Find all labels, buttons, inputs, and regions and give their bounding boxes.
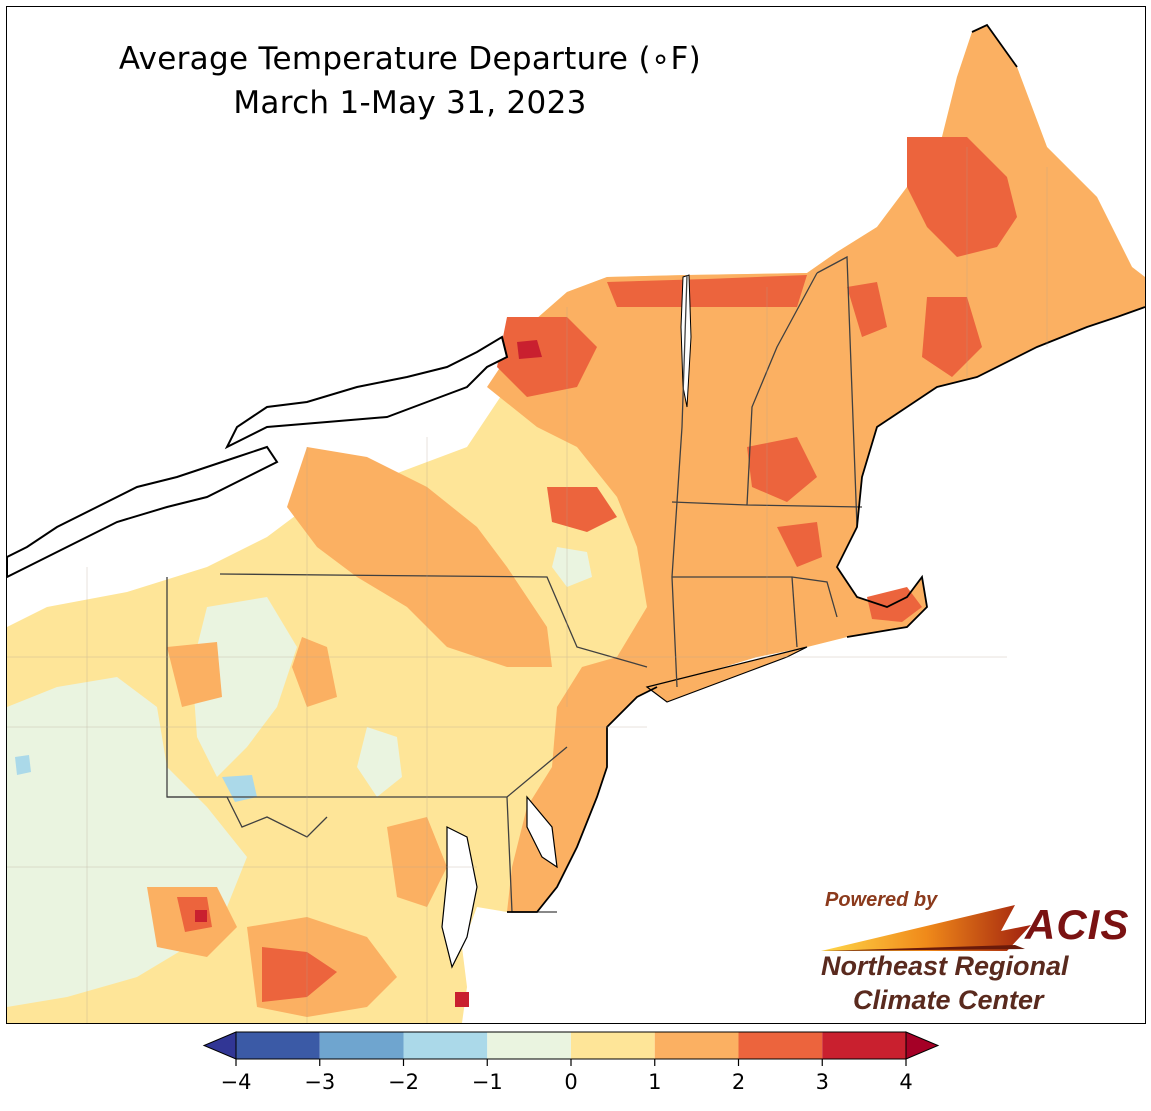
anomaly-zone-neg1-0	[552, 547, 592, 587]
anomaly-zone-1-2	[287, 447, 552, 667]
delaware-bay	[526, 795, 558, 869]
lake-erie	[7, 445, 279, 579]
county-lines	[7, 147, 1048, 1023]
anomaly-zone-2-3	[907, 137, 1017, 257]
legend-bin-5	[654, 1032, 739, 1059]
legend-bin-0	[236, 1032, 320, 1059]
legend-tick-label-7: 3	[816, 1070, 829, 1094]
anomaly-zone-neg1-0	[357, 727, 402, 797]
legend-bin-4	[571, 1032, 655, 1059]
legend-tick-label-5: 1	[648, 1070, 661, 1094]
legend-tick-label-8: 4	[899, 1070, 912, 1094]
anomaly-zone-neg1-0	[192, 597, 297, 777]
org-name-line2: Climate Center	[853, 985, 1044, 1015]
map-subtitle-date-range: March 1-May 31, 2023	[233, 85, 587, 121]
anomaly-zone-3-4	[195, 910, 207, 922]
anomaly-zone-3-4	[517, 340, 542, 359]
chesapeake-bay	[441, 826, 478, 969]
legend-tick-label-1: −3	[304, 1070, 335, 1094]
legend-bin-1	[319, 1032, 404, 1059]
legend-bin-6	[738, 1032, 823, 1059]
legend-tick-label-4: 0	[564, 1070, 577, 1094]
state-borders	[166, 255, 863, 913]
powered-by-label: Powered by	[825, 889, 938, 911]
temperature-departure-map	[7, 23, 1145, 1023]
anomaly-zone-2-3	[747, 437, 817, 502]
legend-bin-7	[822, 1032, 906, 1059]
anomaly-zone-2-3	[777, 522, 822, 567]
anomaly-zone-2-3	[607, 275, 807, 307]
anomaly-zone-2-3	[847, 282, 887, 337]
anomaly-zone-2-3	[547, 487, 617, 532]
legend-under-arrow	[202, 1031, 237, 1060]
anomaly-zone-3-4	[455, 992, 469, 1007]
anomaly-zone-1-2	[292, 637, 337, 707]
map-frame: Average Temperature Departure (∘F) March…	[6, 6, 1146, 1024]
org-name-line1: Northeast Regional	[821, 951, 1069, 981]
legend-tick-label-3: −1	[472, 1070, 503, 1094]
anomaly-zone-1-2	[167, 642, 222, 707]
anomaly-zone-2-3	[177, 897, 212, 932]
legend-tick-label-6: 2	[732, 1070, 745, 1094]
legend-tick-label-0: −4	[221, 1070, 252, 1094]
legend-tick-label-2: −2	[388, 1070, 419, 1094]
anomaly-zone-1-2	[387, 817, 447, 907]
legend-over-arrow	[905, 1031, 940, 1060]
coastline	[507, 23, 1145, 913]
acis-brand-label: ACIS	[1025, 901, 1130, 948]
map-title: Average Temperature Departure (∘F)	[118, 41, 702, 77]
anomaly-zone-neg2-neg1	[222, 775, 257, 802]
anomaly-zone-2-3	[262, 947, 337, 1002]
anomaly-zone-2-3	[497, 317, 597, 397]
color-legend: −4 −3 −2 −1 0 1 2 3 4	[202, 1031, 940, 1094]
lake-ontario	[224, 335, 509, 450]
acis-logo: Powered by ACIS Northeast Regional Clima…	[815, 885, 1135, 1023]
anomaly-zone-neg2-neg1	[15, 755, 31, 775]
legend-bin-3	[487, 1032, 571, 1059]
legend-bin-2	[403, 1032, 488, 1059]
acis-swoosh-icon	[821, 905, 1031, 951]
